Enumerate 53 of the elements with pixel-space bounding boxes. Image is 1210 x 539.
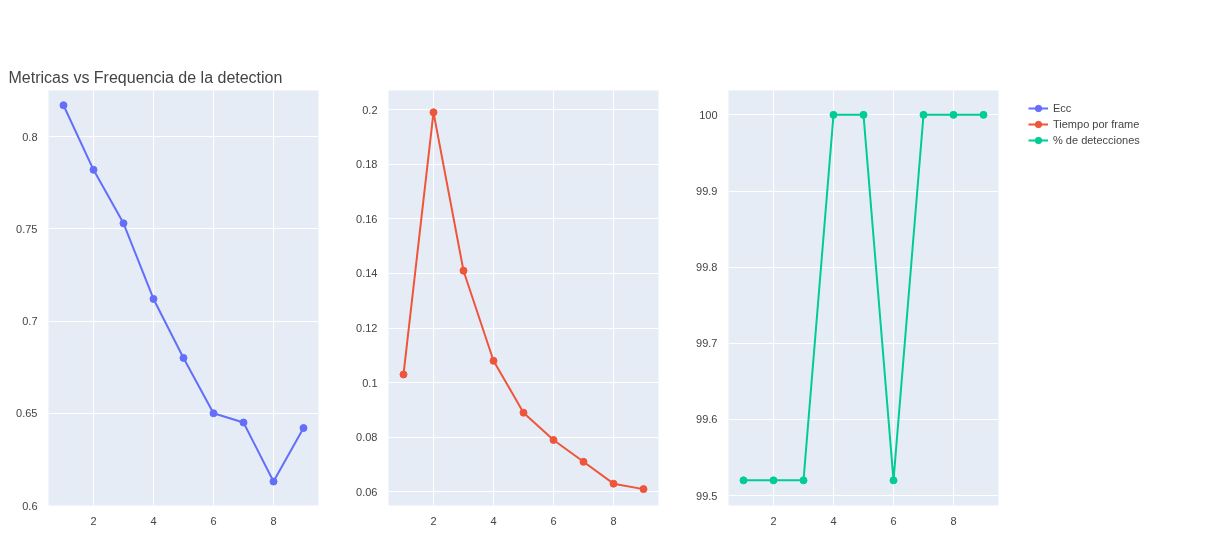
y-tick-label: 0.12 (356, 322, 378, 335)
point (299, 424, 308, 433)
y-tick-label: 0.2 (362, 103, 378, 116)
y-tick-label: 0.18 (356, 158, 378, 171)
y-tick-label: 0.1 (362, 376, 378, 389)
x-tick-label: 8 (610, 514, 617, 527)
point (269, 477, 278, 486)
x-tick-label: 2 (430, 514, 437, 527)
point (89, 165, 98, 174)
x-tick-label: 4 (150, 514, 157, 527)
x-tick-label: 6 (890, 514, 897, 527)
point (459, 266, 468, 275)
point (59, 101, 68, 110)
y-tick-label: 0.65 (16, 407, 38, 420)
y-tick-label: 0.75 (16, 222, 38, 235)
point (399, 370, 408, 379)
y-tick-label: 0.06 (356, 485, 378, 498)
point (519, 408, 528, 417)
point (429, 108, 438, 117)
point (549, 435, 558, 444)
y-tick-label: 99.7 (696, 337, 718, 350)
x-tick-label: 6 (210, 514, 217, 527)
point (119, 219, 128, 228)
y-tick-label: 99.8 (696, 261, 718, 274)
y-tick-label: 0.8 (22, 130, 38, 143)
point (149, 294, 158, 303)
x-tick-label: 4 (490, 514, 497, 527)
y-tick-label: 99.6 (696, 413, 718, 426)
y-tick-label: 0.16 (356, 212, 378, 225)
x-tick-label: 8 (950, 514, 957, 527)
point (239, 418, 248, 427)
point (209, 409, 218, 418)
y-tick-label: 0.14 (356, 267, 378, 280)
point (489, 356, 498, 365)
x-tick-label: 4 (830, 514, 837, 527)
y-tick-label: 99.9 (696, 185, 718, 198)
chart-title: Metricas vs Frequencia de la detection (8, 68, 283, 86)
y-tick-label: 100 (699, 108, 718, 121)
point (179, 353, 188, 362)
y-tick-label: 99.5 (696, 489, 718, 502)
point (609, 479, 618, 488)
y-tick-label: 0.7 (22, 315, 38, 328)
y-tick-label: 0.08 (356, 431, 378, 444)
x-tick-label: 2 (90, 514, 97, 527)
x-tick-label: 2 (770, 514, 777, 527)
legend-label: % de detecciones (1053, 133, 1140, 148)
x-tick-label: 6 (550, 514, 557, 527)
y-tick-label: 0.6 (22, 499, 38, 512)
legend-label: Tiempo por frame (1053, 117, 1140, 132)
legend-label: Ecc (1053, 101, 1073, 116)
x-tick-label: 8 (270, 514, 277, 527)
point (639, 485, 648, 494)
point (579, 457, 588, 466)
